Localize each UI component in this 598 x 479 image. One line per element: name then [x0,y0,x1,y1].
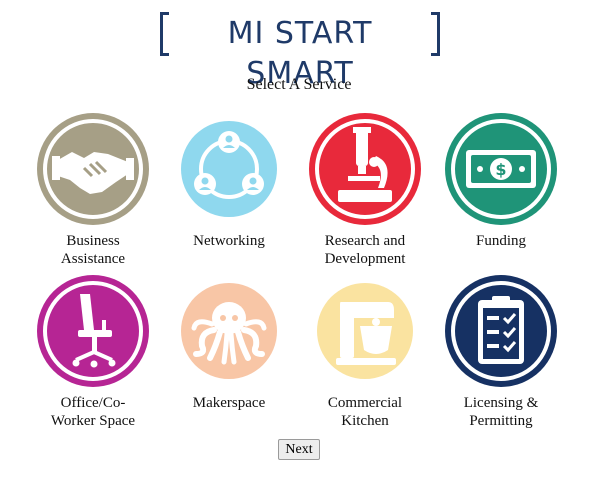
office-chair-icon [37,275,149,387]
octopus-icon [181,283,277,379]
service-label-line2: Kitchen [341,413,389,429]
clipboard-icon [445,275,557,387]
service-label-line1: Licensing & [463,395,539,411]
service-networking[interactable]: Networking [159,112,299,250]
microscope-icon [309,113,421,225]
service-label-line2: Development [324,251,406,267]
svg-text:$: $ [495,160,506,179]
service-commercial-kitchen[interactable]: Commercial Kitchen [295,274,435,430]
service-office-coworker-space[interactable]: Office/Co- Worker Space [23,274,163,430]
service-label-line1: Makerspace [192,395,266,411]
service-business-assistance[interactable]: Business Assistance [23,112,163,268]
service-label-line1: Networking [193,233,265,249]
logo-bracket-left [160,12,169,56]
logo: MI START SMART [160,12,440,91]
service-label-line2: Assistance [60,251,126,267]
service-label-line2: Worker Space [50,413,136,429]
network-icon [181,121,277,217]
page-prompt: Select A Service [246,76,352,93]
service-label-line1: Research and [324,233,406,249]
handshake-icon [37,113,149,225]
service-label-line1: Commercial [327,395,403,411]
service-label-line1: Business [66,233,120,249]
service-makerspace[interactable]: Makerspace [159,274,299,412]
mixer-icon [317,283,413,379]
next-button[interactable]: Next [278,439,320,460]
service-label-line2: Permitting [469,413,533,429]
logo-text: MI START SMART [227,16,373,91]
service-funding[interactable]: $ Funding [431,112,571,250]
logo-bracket-right [431,12,440,56]
service-label-line1: Office/Co- [60,395,126,411]
money-icon: $ [445,113,557,225]
service-research-development[interactable]: Research and Development [295,112,435,268]
service-label-line1: Funding [475,233,526,249]
service-licensing-permitting[interactable]: Licensing & Permitting [431,274,571,430]
